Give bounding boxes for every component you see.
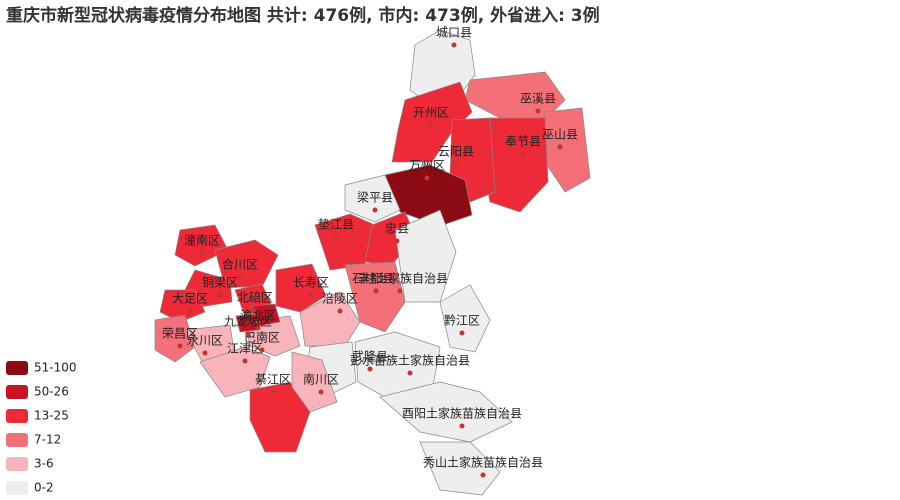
legend-swatch — [6, 481, 28, 495]
region-label: 綦江区 — [255, 373, 291, 387]
region-dot — [187, 308, 193, 314]
region-dot — [367, 366, 373, 372]
region-dot — [451, 42, 457, 48]
page-title: 重庆市新型冠状病毒疫情分布地图 共计: 476例, 市内: 473例, 外省进入… — [6, 5, 600, 26]
region-label: 渝北区 — [240, 308, 276, 323]
region — [299, 291, 361, 347]
region-dot — [217, 292, 223, 298]
region-dot — [373, 288, 379, 294]
region — [344, 174, 401, 223]
region-label: 丰都县 — [358, 272, 394, 286]
region-label: 永川区 — [187, 334, 223, 348]
region-dot — [520, 151, 526, 157]
region-label: 荣昌区 — [162, 327, 198, 341]
region — [154, 314, 196, 363]
region — [544, 107, 591, 193]
map — [154, 29, 591, 496]
region-label: 秀山土家族苗族自治县 — [423, 455, 543, 470]
region-dot — [459, 423, 465, 429]
region-dot — [394, 238, 400, 244]
region — [159, 289, 206, 323]
region-label: 江津区 — [227, 342, 263, 356]
region-label: 奉节县 — [505, 135, 541, 149]
region-label: 合川区 — [222, 257, 258, 272]
region-label: 大足区 — [172, 292, 208, 306]
region-dot — [459, 330, 465, 336]
region-dot — [535, 108, 541, 114]
region-label: 巴南区 — [244, 330, 280, 345]
region-label: 云阳县 — [438, 145, 474, 159]
region — [394, 209, 457, 303]
region — [275, 263, 327, 313]
region-dot — [270, 389, 276, 395]
region-label: 南川区 — [303, 372, 339, 387]
region-dot — [372, 207, 378, 213]
legend: 51-100 50-26 13-25 7-12 3-6 0-2 — [6, 361, 77, 495]
region — [439, 284, 491, 353]
region-label: 长寿区 — [293, 276, 329, 290]
legend-swatch — [6, 409, 28, 423]
region-label: 九龙坡区 — [224, 315, 272, 329]
legend-label: 3-6 — [34, 457, 54, 471]
region-label: 城口县 — [436, 26, 472, 40]
region-label: 巫山县 — [542, 128, 578, 142]
legend-label: 7-12 — [34, 433, 61, 447]
region — [174, 224, 229, 267]
region-label: 酉阳土家族苗族自治县 — [402, 406, 522, 421]
region-dot — [259, 347, 265, 353]
region-dot — [245, 331, 251, 337]
legend-label: 50-26 — [34, 385, 69, 399]
legend-label: 51-100 — [34, 361, 77, 375]
region-dot — [199, 250, 205, 256]
region — [419, 441, 501, 496]
region-dot — [255, 325, 261, 331]
legend-swatch — [6, 361, 28, 375]
region-label: 北碚区 — [237, 290, 273, 305]
region — [199, 346, 271, 398]
legend-swatch — [6, 385, 28, 399]
region-dot — [480, 472, 486, 478]
region-dot — [333, 234, 339, 240]
region-label: 忠县 — [385, 222, 409, 236]
region-label: 潼南区 — [184, 233, 220, 248]
region-label: 石柱土家族自治县 — [352, 271, 448, 286]
region-dot — [202, 350, 208, 356]
region — [249, 381, 311, 453]
region-label: 垫江县 — [318, 217, 354, 232]
region-dot — [557, 144, 563, 150]
region-label: 涪陵区 — [322, 291, 358, 306]
region-label: 开州区 — [413, 106, 449, 120]
region-dot — [397, 288, 403, 294]
region-label: 万州区 — [409, 159, 445, 173]
region-label: 铜梁区 — [202, 275, 238, 290]
region-dot — [318, 389, 324, 395]
region — [391, 81, 473, 163]
region-label: 巫溪县 — [520, 92, 556, 106]
region-label: 武隆县 — [352, 349, 388, 364]
region-dot — [237, 274, 243, 280]
region-label: 彭水苗族土家族自治县 — [350, 353, 470, 368]
region-dot — [252, 307, 258, 313]
region — [291, 351, 338, 413]
region-dot — [308, 292, 314, 298]
region-label: 黔江区 — [444, 313, 480, 328]
region-dot — [428, 122, 434, 128]
region — [344, 261, 406, 333]
region-label: 梁平县 — [357, 190, 393, 205]
region-dot — [177, 343, 183, 349]
legend-swatch — [6, 457, 28, 471]
region-dot — [424, 175, 430, 181]
region — [384, 164, 473, 227]
region-dot — [242, 358, 248, 364]
legend-label: 0-2 — [34, 481, 54, 495]
region-dot — [453, 161, 459, 167]
region-dot — [407, 370, 413, 376]
region-dot — [337, 308, 343, 314]
legend-label: 13-25 — [34, 409, 69, 423]
region — [379, 381, 513, 443]
legend-swatch — [6, 433, 28, 447]
